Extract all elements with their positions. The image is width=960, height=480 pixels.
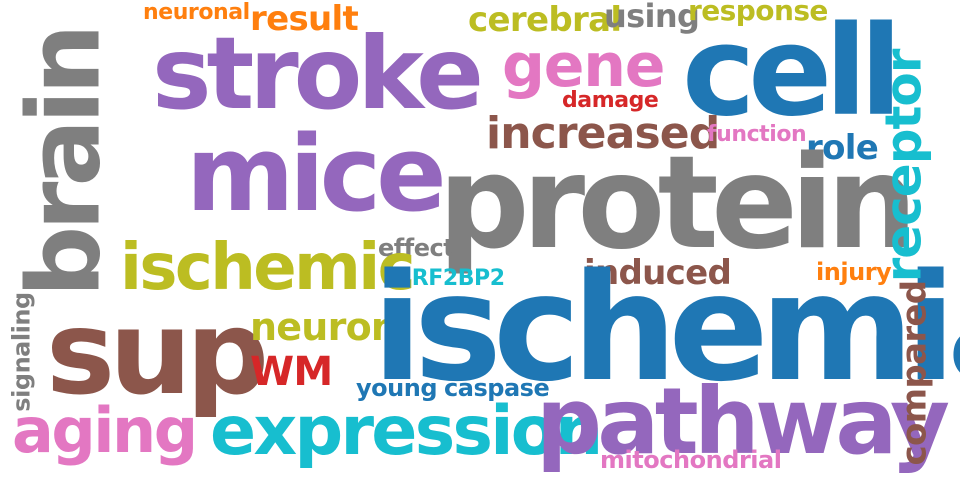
word-aging: aging bbox=[12, 394, 198, 467]
word-ischemic: ischemic bbox=[120, 231, 416, 305]
word-result: result bbox=[250, 0, 359, 39]
word-gene: gene bbox=[502, 31, 665, 101]
word-receptor: receptor bbox=[874, 49, 933, 283]
word-damage: damage bbox=[562, 88, 659, 113]
word-cell: cell bbox=[682, 0, 902, 144]
word-signaling: signaling bbox=[7, 292, 36, 412]
word-injury: injury bbox=[816, 258, 892, 286]
word-mice: mice bbox=[186, 113, 447, 235]
word-response: response bbox=[688, 0, 828, 27]
word-using: using bbox=[604, 0, 700, 35]
word-wm: WM bbox=[250, 349, 333, 395]
word-irf2bp2: IRF2BP2 bbox=[404, 266, 505, 291]
word-sup: sup bbox=[46, 286, 269, 421]
word-brain: brain bbox=[5, 28, 123, 298]
word-mitochondrial: mitochondrial bbox=[600, 446, 782, 474]
word-increased: increased bbox=[486, 108, 720, 159]
word-induced: induced bbox=[584, 253, 732, 293]
word-role: role bbox=[806, 128, 879, 168]
word-expression: expression bbox=[210, 392, 603, 471]
word-neuronal: neuronal bbox=[143, 0, 250, 25]
word-cerebral: cerebral bbox=[468, 0, 622, 40]
word-young: young bbox=[356, 374, 438, 402]
word-stroke: stroke bbox=[152, 15, 484, 132]
word-effect: effect bbox=[378, 234, 455, 262]
word-ischemia: ischemia bbox=[372, 242, 960, 414]
word-protein: protein bbox=[438, 129, 918, 278]
word-compared: compared bbox=[894, 280, 935, 466]
word-pathway: pathway bbox=[536, 368, 950, 475]
word-neuron: neuron bbox=[250, 305, 398, 349]
word-caspase: caspase bbox=[444, 374, 550, 402]
word-function: function bbox=[707, 122, 807, 147]
